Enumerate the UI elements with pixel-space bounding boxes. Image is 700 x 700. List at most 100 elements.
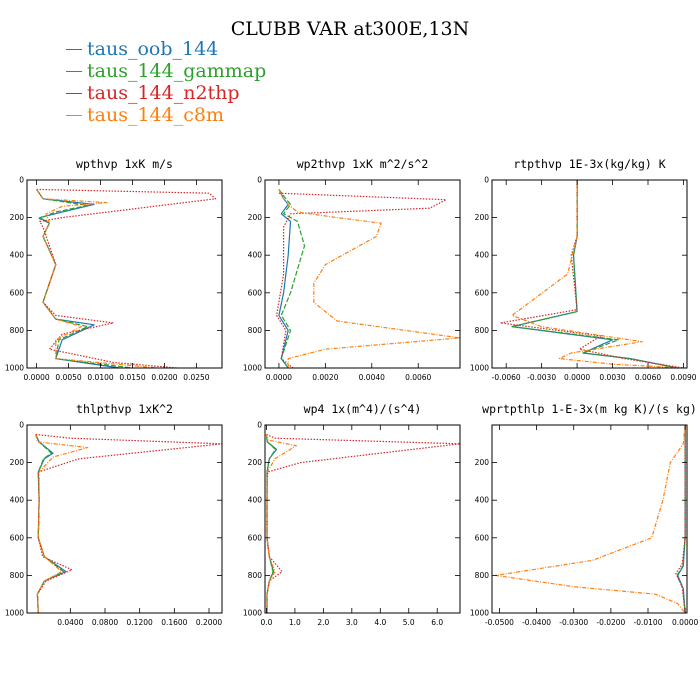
series-line bbox=[36, 189, 120, 368]
series-line bbox=[35, 433, 222, 613]
legend-swatch bbox=[66, 92, 82, 94]
x-tick-label: 0.1600 bbox=[161, 618, 187, 627]
series-line bbox=[278, 189, 306, 368]
x-tick-label: -0.0400 bbox=[522, 618, 551, 627]
x-tick-label: 0.0060 bbox=[405, 373, 431, 382]
figure-title: CLUBB VAR at300E,13N bbox=[230, 18, 470, 40]
series-line bbox=[511, 180, 678, 368]
y-tick-label: 200 bbox=[248, 213, 263, 222]
legend-label: taus_oob_144 bbox=[87, 38, 219, 60]
legend-swatch bbox=[66, 70, 82, 72]
x-tick-label: 0.0000 bbox=[23, 373, 49, 382]
legend-label: taus_144_c8m bbox=[87, 104, 224, 126]
plot-frame bbox=[491, 424, 688, 614]
series-line bbox=[278, 189, 292, 368]
y-tick-label: 400 bbox=[475, 496, 490, 505]
x-tick-label: 0.0020 bbox=[312, 373, 338, 382]
y-tick-label: 0 bbox=[484, 176, 489, 185]
y-tick-label: 1000 bbox=[5, 364, 24, 373]
x-tick-label: 6.0 bbox=[431, 618, 443, 627]
series-line bbox=[499, 180, 684, 368]
y-tick-label: 200 bbox=[248, 458, 263, 467]
series-line bbox=[675, 425, 686, 613]
y-tick-label: 800 bbox=[10, 326, 25, 335]
x-tick-label: 3.0 bbox=[346, 618, 358, 627]
series-line bbox=[276, 192, 447, 368]
series-line bbox=[266, 433, 460, 613]
x-tick-label: 0.0090 bbox=[670, 373, 696, 382]
legend-label: taus_144_gammap bbox=[87, 60, 267, 82]
y-tick-label: 1000 bbox=[470, 364, 489, 373]
panel-title: wpthvp 1xK m/s bbox=[76, 157, 173, 171]
y-tick-label: 800 bbox=[475, 326, 490, 335]
x-tick-label: -0.0200 bbox=[596, 618, 625, 627]
series-line bbox=[35, 434, 89, 613]
x-tick-label: 0.0150 bbox=[119, 373, 145, 382]
y-tick-label: 200 bbox=[10, 213, 25, 222]
y-tick-label: 400 bbox=[10, 496, 25, 505]
series-line bbox=[495, 425, 686, 613]
x-tick-label: -0.0100 bbox=[634, 618, 663, 627]
chart-panel: wprtpthlp 1-E-3x(m kg K)/(s kg) -0.0500 -0… bbox=[470, 402, 699, 627]
legend-entry: taus_144_n2thp bbox=[66, 82, 266, 104]
x-tick-label: 0.0030 bbox=[599, 373, 625, 382]
series-line bbox=[265, 434, 277, 613]
chart-panel: rtpthvp 1E-3x(kg/kg) K -0.0060 -0.0030 0.00… bbox=[470, 157, 697, 382]
chart-panel: wp4 1x(m^4)/(s^4) 0.0 1.0 2.0 3.0 4.0 5.0 6.0 0 2… bbox=[243, 402, 461, 627]
y-tick-label: 1000 bbox=[243, 364, 262, 373]
legend: taus_oob_144 taus_144_gammap taus_144_n2th… bbox=[66, 38, 266, 126]
y-tick-label: 0 bbox=[257, 421, 262, 430]
y-tick-label: 400 bbox=[248, 251, 263, 260]
panel-title: wp4 1x(m^4)/(s^4) bbox=[304, 402, 422, 416]
x-tick-label: 0.0000 bbox=[266, 373, 292, 382]
x-tick-label: 0.0250 bbox=[183, 373, 209, 382]
series-line bbox=[36, 189, 159, 368]
x-tick-label: 0.0800 bbox=[92, 618, 118, 627]
x-tick-label: 5.0 bbox=[403, 618, 415, 627]
x-tick-label: 0.0040 bbox=[359, 373, 385, 382]
x-tick-label: 0.0 bbox=[260, 618, 272, 627]
y-tick-label: 200 bbox=[475, 213, 490, 222]
y-tick-label: 400 bbox=[475, 251, 490, 260]
x-tick-label: 0.0060 bbox=[635, 373, 661, 382]
series-line bbox=[278, 189, 460, 368]
x-tick-label: 0.2000 bbox=[196, 618, 222, 627]
series-line bbox=[265, 434, 297, 613]
panel-title: wprtpthlp 1-E-3x(m kg K)/(s kg) bbox=[482, 402, 697, 416]
x-tick-label: -0.0060 bbox=[492, 373, 521, 382]
panel-title: thlpthvp 1xK^2 bbox=[76, 402, 173, 416]
legend-swatch bbox=[66, 114, 82, 116]
y-tick-label: 1000 bbox=[470, 609, 489, 618]
y-tick-label: 600 bbox=[475, 533, 490, 542]
panel-title: wp2thvp 1xK m^2/s^2 bbox=[297, 157, 429, 171]
x-tick-label: -0.0500 bbox=[485, 618, 514, 627]
y-tick-label: 600 bbox=[248, 533, 263, 542]
chart-panel: wp2thvp 1xK m^2/s^2 0.0000 0.0020 0.0040 0.0… bbox=[243, 157, 461, 382]
y-tick-label: 400 bbox=[10, 251, 25, 260]
chart-panel: thlpthvp 1xK^2 0.0400 0.0800 0.1200 0.1600 0.… bbox=[5, 402, 223, 627]
y-tick-label: 800 bbox=[475, 571, 490, 580]
legend-swatch bbox=[66, 48, 82, 50]
plot-frame bbox=[26, 424, 223, 614]
y-tick-label: 800 bbox=[248, 326, 263, 335]
x-tick-label: 4.0 bbox=[374, 618, 386, 627]
legend-entry: taus_oob_144 bbox=[66, 38, 266, 60]
legend-entry: taus_144_c8m bbox=[66, 104, 266, 126]
panel-title: rtpthvp 1E-3x(kg/kg) K bbox=[513, 157, 665, 171]
x-tick-label: 0.0100 bbox=[87, 373, 113, 382]
y-tick-label: 0 bbox=[19, 176, 24, 185]
y-tick-label: 400 bbox=[248, 496, 263, 505]
y-tick-label: 1000 bbox=[243, 609, 262, 618]
x-tick-label: 0.0000 bbox=[564, 373, 590, 382]
series-line bbox=[35, 434, 67, 613]
y-tick-label: 0 bbox=[257, 176, 262, 185]
legend-entry: taus_144_gammap bbox=[66, 60, 266, 82]
y-tick-label: 800 bbox=[248, 571, 263, 580]
x-tick-label: -0.0030 bbox=[527, 373, 556, 382]
y-tick-label: 800 bbox=[10, 571, 25, 580]
y-tick-label: 600 bbox=[10, 288, 25, 297]
x-tick-label: 0.1200 bbox=[127, 618, 153, 627]
x-tick-label: 1.0 bbox=[289, 618, 301, 627]
plot-frame bbox=[491, 179, 688, 369]
